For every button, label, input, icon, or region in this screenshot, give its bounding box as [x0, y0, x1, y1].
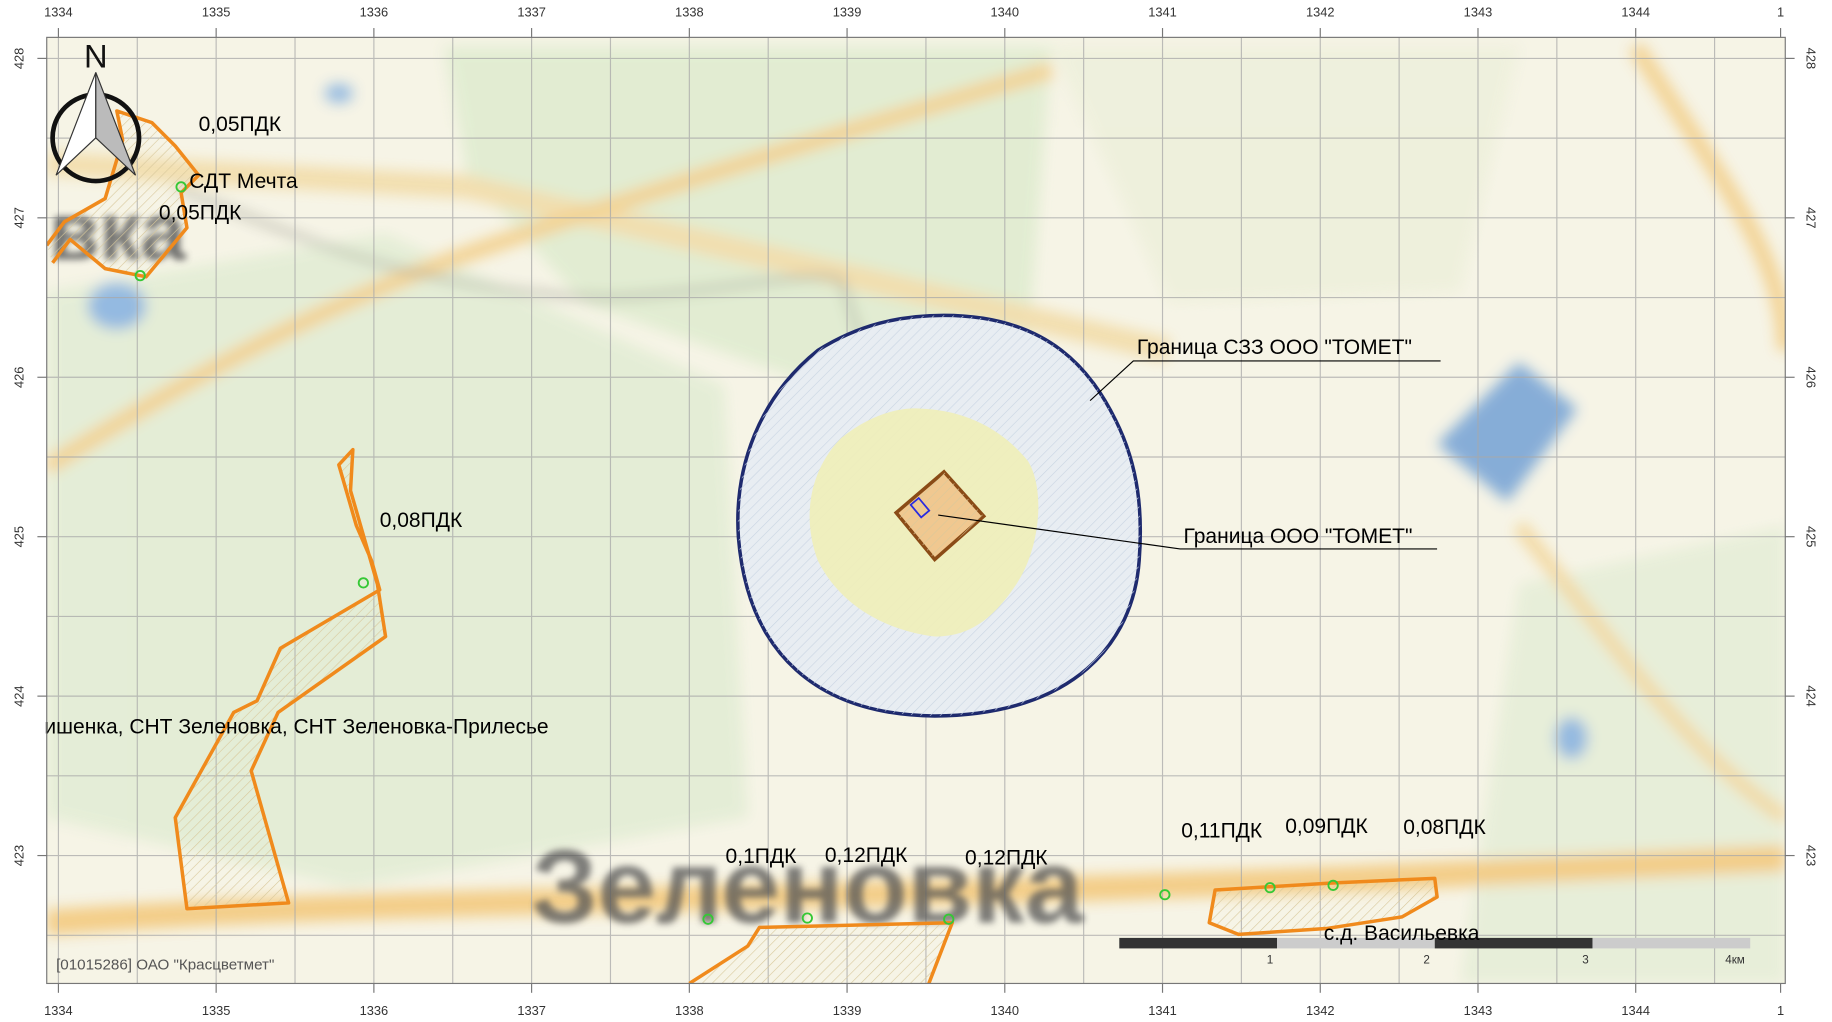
- x-axis-label: 1337: [517, 1003, 546, 1018]
- zone: [173, 447, 388, 911]
- leader-line: [1089, 360, 1441, 402]
- x-axis-label: 1337: [517, 4, 546, 19]
- y-axis-label: 424: [11, 685, 26, 706]
- x-axis-label: 1334: [44, 4, 73, 19]
- x-axis-label: 1342: [1306, 4, 1335, 19]
- point-label: 0,08ПДК: [1403, 816, 1486, 839]
- scale-label: 3: [1582, 954, 1589, 967]
- x-axis-label: 1336: [360, 4, 389, 19]
- x-axis-label: 1343: [1464, 1003, 1493, 1018]
- x-axis-label: 1339: [833, 4, 862, 19]
- y-axis-label: 423: [1803, 845, 1818, 866]
- x-axis-label: 1339: [833, 1003, 862, 1018]
- zone: [46, 109, 201, 279]
- y-axis-label: 425: [11, 526, 26, 547]
- labels: Граница СЗЗ ООО "ТОМЕТ" Граница ООО "ТОМ…: [44, 113, 1486, 945]
- zone: [688, 920, 954, 984]
- y-axis-label: 425: [1803, 526, 1818, 547]
- point-label: СДТ Мечта: [189, 170, 298, 193]
- point-label: 0,05ПДК: [199, 113, 282, 136]
- x-axis-label: 1338: [675, 4, 704, 19]
- source: [909, 496, 931, 519]
- x-axis-label: 1343: [1464, 4, 1493, 19]
- points: [134, 181, 1339, 925]
- x-axis-label: 1340: [991, 4, 1020, 19]
- x-axis-label: 1341: [1148, 1003, 1177, 1018]
- x-axis-label: 1344: [1621, 4, 1650, 19]
- x-axis-label: 1335: [202, 4, 231, 19]
- x-axis-label: 1: [1777, 1003, 1784, 1018]
- point-label: 0,09ПДК: [1285, 815, 1368, 838]
- map-frame: [46, 36, 1786, 985]
- point-label: с.д. Васильевка: [1324, 922, 1480, 945]
- point-label: 0,12ПДК: [825, 844, 908, 867]
- copyright: [01015286] ОАО "Красцветмет": [56, 956, 274, 973]
- north-arrow: N: [50, 38, 142, 184]
- y-axis-label: 427: [11, 207, 26, 228]
- x-axis-label: 1334: [44, 1003, 73, 1018]
- y-axis-label: 427: [1803, 207, 1818, 228]
- x-axis-label: 1335: [202, 1003, 231, 1018]
- y-axis-label: 426: [11, 367, 26, 388]
- label: Граница СЗЗ ООО "ТОМЕТ": [1137, 336, 1412, 359]
- grid: [46, 37, 1786, 984]
- zones: [46, 109, 1439, 984]
- x-axis-label: 1342: [1306, 1003, 1335, 1018]
- point-label: 0,05ПДК: [159, 202, 242, 225]
- x-axis-label: 1338: [675, 1003, 704, 1018]
- x-axis-label: 1336: [360, 1003, 389, 1018]
- north-label: N: [84, 38, 108, 75]
- zone: [1207, 876, 1439, 937]
- x-axis-label: 1: [1777, 4, 1784, 19]
- y-axis-label: 428: [1803, 48, 1818, 69]
- point-label: 0,12ПДК: [965, 846, 1048, 869]
- point-label: ишенка, СНТ Зеленовка, СНТ Зеленовка-При…: [44, 716, 548, 739]
- y-axis-label: 428: [11, 48, 26, 69]
- x-axis-label: 1341: [1148, 4, 1177, 19]
- scale-label: 1: [1267, 954, 1274, 967]
- y-axis-label: 426: [1803, 367, 1818, 388]
- x-axis-label: 1340: [991, 1003, 1020, 1018]
- point-label: 0,08ПДК: [380, 509, 463, 532]
- scale-label: 2: [1423, 954, 1430, 967]
- x-axis-label: 1344: [1621, 1003, 1650, 1018]
- base-map: вка Зеленовка: [46, 37, 1786, 984]
- y-axis-label: 424: [1803, 685, 1818, 706]
- scale-label: 4км: [1725, 954, 1745, 967]
- point-label: 0,1ПДК: [726, 845, 798, 868]
- axes: 1334 1334 1335 1335 1336 1336 1337 1337 1338 1338…: [11, 4, 1818, 1018]
- label: Граница ООО "ТОМЕТ": [1184, 525, 1413, 548]
- y-axis-label: 423: [11, 845, 26, 866]
- leader-line: [938, 514, 1438, 550]
- scale-bar: [1119, 937, 1751, 949]
- point-label: 0,11ПДК: [1181, 819, 1263, 842]
